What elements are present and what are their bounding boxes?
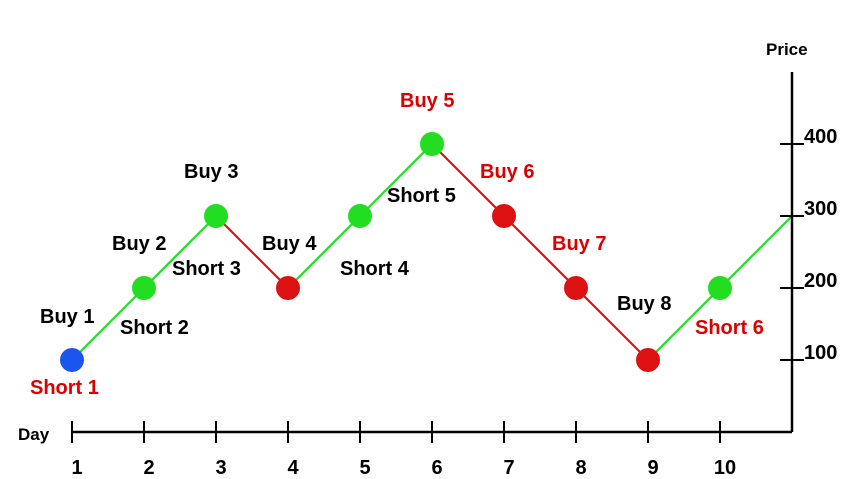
y-ticks: 100 200 300 400	[780, 126, 837, 364]
annotation-label: Short 6	[695, 317, 764, 339]
annotation-label: Short 2	[120, 317, 189, 339]
y-tick-label: 100	[804, 342, 837, 364]
data-point	[60, 348, 84, 372]
annotation-label: Buy 1	[40, 306, 94, 328]
data-point	[276, 276, 300, 300]
x-tick-label: 9	[647, 457, 658, 479]
x-tick-label: 10	[714, 457, 736, 479]
line-segment	[647, 287, 721, 361]
annotation-label: Buy 2	[112, 233, 166, 255]
annotation-label: Short 5	[387, 185, 456, 207]
annotation-label: Buy 4	[262, 233, 317, 255]
data-point	[636, 348, 660, 372]
annotation-label: Buy 7	[552, 233, 606, 255]
line-segment	[71, 287, 145, 361]
line-segment	[431, 143, 505, 217]
x-tick-label: 8	[575, 457, 586, 479]
y-tick-label: 300	[804, 198, 837, 220]
annotation-label: Short 4	[340, 258, 410, 280]
data-point	[420, 132, 444, 156]
x-tick-label: 4	[287, 457, 299, 479]
data-points	[60, 132, 732, 372]
line-segment	[359, 143, 433, 217]
line-segment	[143, 215, 217, 289]
annotation-label: Buy 5	[400, 90, 454, 112]
data-point	[132, 276, 156, 300]
axes: Day Price	[18, 40, 808, 444]
x-ticks: 1 2 3 4 5 6 7 8 9 10	[71, 421, 736, 479]
x-tick-label: 6	[431, 457, 442, 479]
line-segment	[503, 215, 577, 289]
line-segment	[215, 215, 289, 289]
x-axis-title: Day	[18, 425, 50, 444]
data-point	[204, 204, 228, 228]
x-tick-label: 5	[359, 457, 370, 479]
data-point	[492, 204, 516, 228]
annotation-label: Buy 8	[617, 293, 671, 315]
annotation-label: Buy 6	[480, 161, 534, 183]
annotation-label: Short 1	[30, 377, 99, 399]
y-tick-label: 400	[804, 126, 837, 148]
y-axis-title: Price	[766, 40, 808, 59]
price-line	[71, 143, 793, 361]
x-tick-label: 7	[503, 457, 514, 479]
annotation-label: Buy 3	[184, 161, 238, 183]
data-point	[564, 276, 588, 300]
annotation-label: Short 3	[172, 258, 241, 280]
data-point	[708, 276, 732, 300]
x-tick-label: 1	[71, 457, 82, 479]
line-segment	[719, 215, 793, 289]
annotations: Buy 1 Short 1 Buy 2 Short 2 Buy 3 Short 3 Buy …	[30, 90, 764, 399]
line-segment	[575, 287, 649, 361]
y-tick-label: 200	[804, 270, 837, 292]
x-tick-label: 3	[215, 457, 226, 479]
x-tick-label: 2	[143, 457, 154, 479]
line-segment	[287, 215, 361, 289]
data-point	[348, 204, 372, 228]
